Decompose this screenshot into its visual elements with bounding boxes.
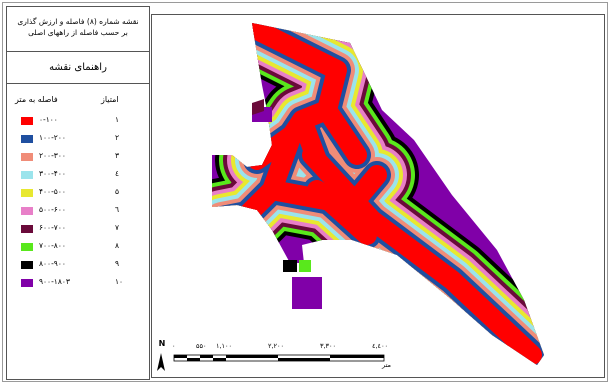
legend-row: ۴۰۰-۵۰۰ ۵: [17, 187, 141, 201]
legend-swatch: [21, 207, 33, 215]
main-road-network: [216, 24, 538, 361]
legend-row: ۸۰۰-۹۰۰ ۹: [17, 259, 141, 273]
legend-heading: راهنمای نقشه: [49, 62, 107, 73]
scale-tick-5: ٤,٤۰۰: [372, 342, 389, 350]
map-title-line-2: بر حسب فاصله از راههای اصلی: [28, 28, 128, 37]
legend-row: ۱۰۰-۲۰۰ ۲: [17, 133, 141, 147]
legend-swatch: [21, 189, 33, 197]
legend-row: ۶۰۰-۷۰۰ ۷: [17, 223, 141, 237]
parcel-e: [252, 99, 264, 115]
map-frame: N ۰ ۵۵۰ ۱,۱۰۰ ۲,۲۰۰ ۳,۳۰۰ ٤,٤۰۰ متر: [151, 14, 605, 378]
legend-range: ۳۰۰-۴۰۰: [39, 169, 66, 178]
legend-range: ۴۰۰-۵۰۰: [39, 187, 66, 196]
legend-range: ۱۰۰-۲۰۰: [39, 133, 66, 142]
legend-swatch: [21, 135, 33, 143]
scale-tick-3: ۲,۲۰۰: [268, 342, 285, 350]
legend-range: ۹۰۰-۱۸۰۳: [39, 277, 70, 286]
legend-row: ۹۰۰-۱۸۰۳ ۱۰: [17, 277, 141, 291]
legend-range: ۷۰۰-۸۰۰: [39, 241, 66, 250]
north-label: N: [158, 339, 166, 348]
legend-swatch: [21, 117, 33, 125]
legend-swatch: [21, 279, 33, 287]
legend-range: ۸۰۰-۹۰۰: [39, 259, 66, 268]
legend-range: ۵۰۰-۶۰۰: [39, 205, 66, 214]
legend-score: ٤: [115, 169, 120, 178]
legend-row: ۵۰۰-۶۰۰ ٦: [17, 205, 141, 219]
distance-column-header: فاصله به متر: [15, 95, 58, 104]
scale-tick-4: ۳,۳۰۰: [320, 342, 337, 350]
legend-score: ۸: [115, 241, 120, 250]
scale-unit: متر: [382, 361, 392, 369]
legend-row: ۳۰۰-۴۰۰ ٤: [17, 169, 141, 183]
legend-swatch: [21, 261, 33, 269]
legend-swatch: [21, 153, 33, 161]
score-column-header: امتیاز: [101, 95, 119, 104]
legend-swatch: [21, 171, 33, 179]
scale-tick-0: ۰: [172, 342, 176, 350]
legend-range: ۲۰۰-۳۰۰: [39, 151, 66, 160]
legend-panel: نقشه شماره (۸) فاصله و ارزش گذاری بر حسب…: [6, 6, 150, 380]
map-title-box: نقشه شماره (۸) فاصله و ارزش گذاری بر حسب…: [7, 7, 149, 52]
legend-score: ۹: [115, 259, 120, 268]
parcel-d: [299, 260, 311, 272]
legend-swatch: [21, 243, 33, 251]
legend-range: ۶۰۰-۷۰۰: [39, 223, 66, 232]
legend-swatch: [21, 225, 33, 233]
legend-score: ۳: [115, 151, 120, 160]
legend-score: ۷: [115, 223, 120, 232]
legend-heading-box: راهنمای نقشه: [7, 55, 149, 84]
legend-range: ۰-۱۰۰: [39, 115, 58, 124]
parcel-b: [292, 277, 322, 309]
legend-row: ۰-۱۰۰ ۱: [17, 115, 141, 129]
scale-tick-1: ۵۵۰: [196, 342, 207, 350]
legend-score: ۲: [115, 133, 120, 142]
map-canvas: [157, 23, 544, 371]
legend-score: ۱۰: [115, 277, 124, 286]
parcel-c: [283, 260, 297, 272]
legend-score: ۵: [115, 187, 120, 196]
legend-row: ۲۰۰-۳۰۰ ۳: [17, 151, 141, 165]
legend-score: ٦: [115, 205, 120, 214]
map-title-line-1: نقشه شماره (۸) فاصله و ارزش گذاری: [17, 17, 139, 26]
legend-row: ۷۰۰-۸۰۰ ۸: [17, 241, 141, 255]
north-arrow-icon: [157, 353, 165, 371]
legend-score: ۱: [115, 115, 120, 124]
scale-tick-2: ۱,۱۰۰: [216, 342, 233, 350]
scale-bar: [173, 354, 385, 362]
